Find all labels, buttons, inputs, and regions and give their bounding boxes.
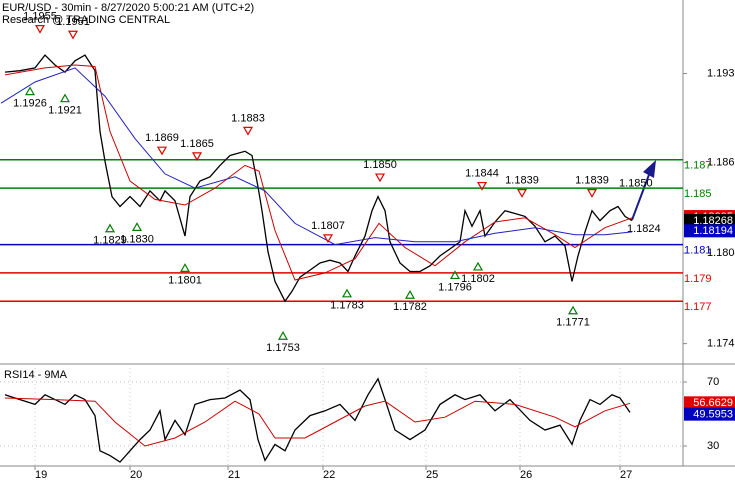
chart-title: EUR/USD - 30min - 8/27/2020 5:00:21 AM (… <box>2 2 254 14</box>
series-line <box>4 54 633 303</box>
high-marker <box>242 126 254 136</box>
low-label: 1.1829 <box>93 235 127 247</box>
low-label: 1.1830 <box>120 233 154 245</box>
high-marker <box>586 189 598 198</box>
y-tick-label: 1.1868 <box>707 157 735 169</box>
level-label: 1.181 <box>684 245 712 257</box>
price-tag <box>684 224 735 238</box>
low-label: 1.1796 <box>438 281 472 293</box>
low-marker <box>179 263 191 272</box>
high-marker <box>322 234 334 244</box>
panel-title: RSI14 - 9MA <box>4 369 68 381</box>
high-marker <box>156 146 168 156</box>
series-line <box>4 397 631 447</box>
note-label: 1.1824 <box>627 223 661 235</box>
low-marker <box>104 223 116 233</box>
high-label: 1.1951 <box>56 16 90 28</box>
low-marker <box>472 261 484 271</box>
chart-subtitle: Research @ TRADING CENTRAL <box>2 14 170 26</box>
high-marker <box>476 181 488 191</box>
low-marker <box>404 290 416 299</box>
y-tick-label: 1.1804 <box>707 247 735 259</box>
high-marker <box>67 30 79 40</box>
projection-arrow <box>631 171 651 221</box>
low-label: 1.1801 <box>168 274 202 286</box>
low-marker <box>449 270 461 280</box>
high-label: 1.1839 <box>575 175 609 187</box>
x-tick-label: 21 <box>228 469 240 480</box>
high-label: 1.1955 <box>23 11 57 23</box>
price-tag-label: 49.5953 <box>693 409 733 421</box>
price-tag <box>684 213 735 227</box>
high-marker <box>191 152 203 162</box>
price-tag-label: 56.6629 <box>693 397 733 409</box>
price-tag <box>684 407 735 421</box>
low-marker <box>59 93 71 103</box>
x-tick-label: 27 <box>620 469 632 480</box>
x-tick-label: 22 <box>323 469 335 480</box>
low-marker <box>24 86 36 96</box>
low-label: 1.1802 <box>461 273 495 285</box>
high-marker <box>34 24 46 34</box>
price-tag-label: 1.18268 <box>693 215 733 227</box>
x-tick-label: 25 <box>426 469 438 480</box>
low-label: 1.1782 <box>393 301 427 313</box>
low-marker <box>341 288 353 298</box>
low-marker <box>567 305 579 315</box>
note-label: 1.1850 <box>619 178 653 190</box>
series-line <box>4 64 633 281</box>
low-marker <box>131 222 143 231</box>
low-label: 1.1753 <box>266 342 300 354</box>
arrow-head <box>643 160 656 178</box>
high-label: 1.1839 <box>505 175 539 187</box>
level-label: 1.177 <box>684 301 712 313</box>
y-tick-label: 1.1740 <box>707 338 735 350</box>
series-line <box>4 377 631 463</box>
high-label: 1.1869 <box>145 132 179 144</box>
low-label: 1.1921 <box>48 105 82 117</box>
x-tick-label: 19 <box>35 469 47 480</box>
high-marker <box>374 173 386 183</box>
y-tick-label: 30 <box>707 440 719 452</box>
high-label: 1.1865 <box>180 138 214 150</box>
low-label: 1.1771 <box>556 317 590 329</box>
level-label: 1.187 <box>684 160 712 172</box>
high-label: 1.1850 <box>363 159 397 171</box>
low-label: 1.1783 <box>330 300 364 312</box>
high-label: 1.1844 <box>465 167 499 179</box>
level-label: 1.185 <box>684 188 712 200</box>
level-label: 1.179 <box>684 273 712 285</box>
low-label: 1.1926 <box>13 98 47 110</box>
series-line <box>0 67 633 246</box>
x-tick-label: 20 <box>130 469 142 480</box>
price-tag <box>684 396 735 410</box>
high-label: 1.1883 <box>231 112 265 124</box>
price-tag-label: 1.18194 <box>693 225 733 237</box>
x-tick-label: 26 <box>520 469 532 480</box>
high-label: 1.1807 <box>311 220 345 232</box>
y-tick-label: 70 <box>707 376 719 388</box>
high-marker <box>516 189 528 198</box>
low-marker <box>277 331 289 340</box>
